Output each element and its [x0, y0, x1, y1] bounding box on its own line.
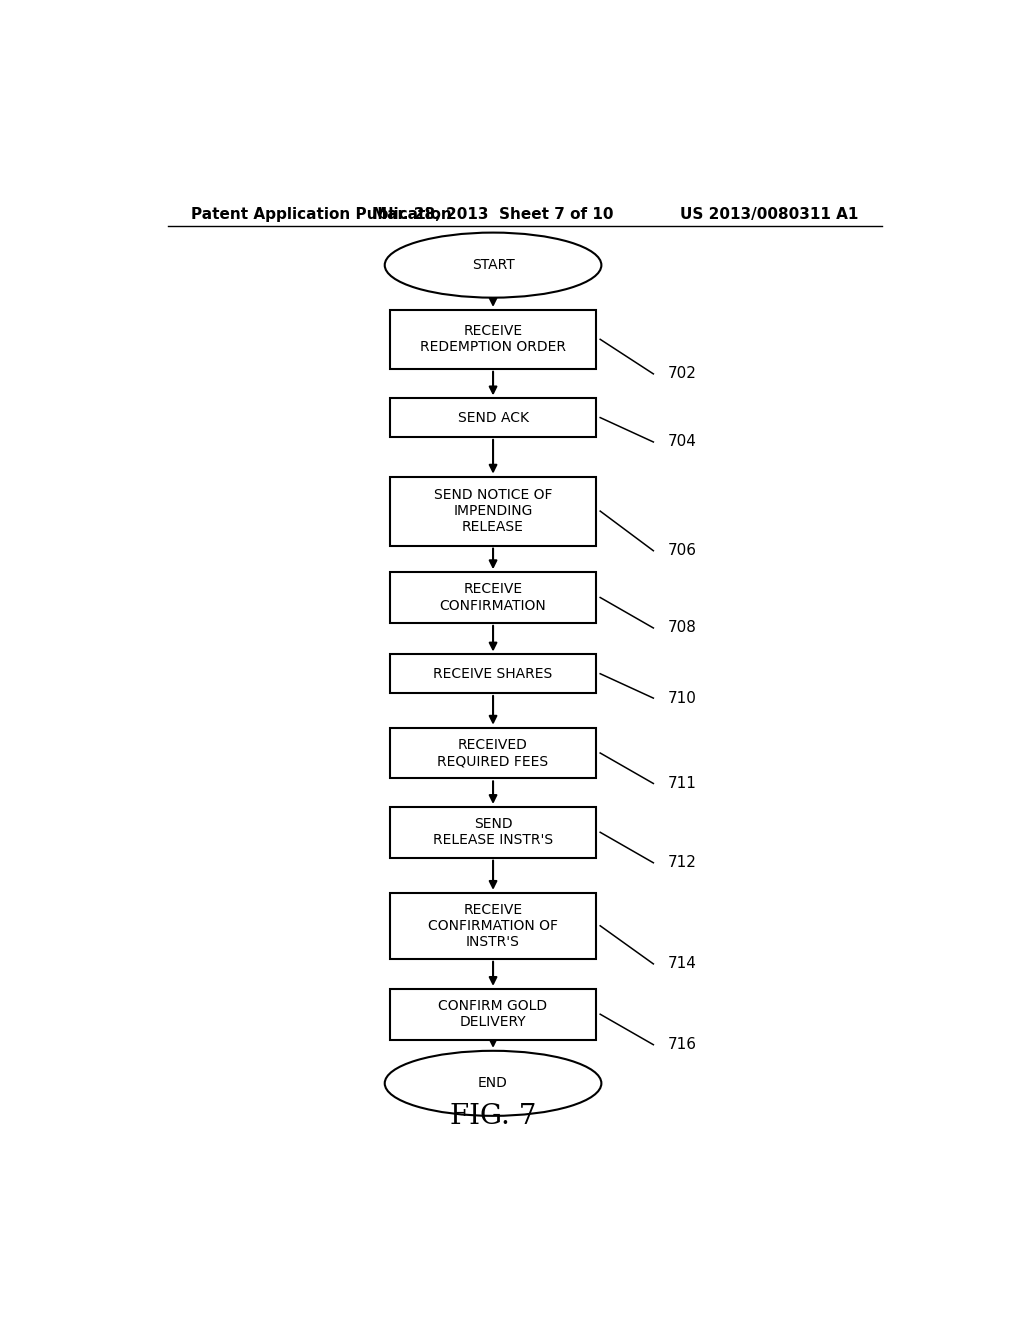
Text: RECEIVE
REDEMPTION ORDER: RECEIVE REDEMPTION ORDER [420, 325, 566, 354]
FancyBboxPatch shape [390, 477, 596, 545]
FancyBboxPatch shape [390, 399, 596, 437]
Text: SEND ACK: SEND ACK [458, 411, 528, 425]
FancyBboxPatch shape [390, 727, 596, 779]
Text: 704: 704 [668, 434, 696, 450]
Text: 706: 706 [668, 544, 696, 558]
Ellipse shape [385, 1051, 601, 1115]
Text: 712: 712 [668, 855, 696, 870]
Text: RECEIVED
REQUIRED FEES: RECEIVED REQUIRED FEES [437, 738, 549, 768]
Text: END: END [478, 1076, 508, 1090]
Text: 710: 710 [668, 690, 696, 706]
Text: 711: 711 [668, 776, 696, 791]
Text: US 2013/0080311 A1: US 2013/0080311 A1 [680, 207, 858, 222]
Text: CONFIRM GOLD
DELIVERY: CONFIRM GOLD DELIVERY [438, 999, 548, 1030]
Text: RECEIVE
CONFIRMATION OF
INSTR'S: RECEIVE CONFIRMATION OF INSTR'S [428, 903, 558, 949]
FancyBboxPatch shape [390, 310, 596, 368]
Text: RECEIVE
CONFIRMATION: RECEIVE CONFIRMATION [439, 582, 547, 612]
Text: SEND NOTICE OF
IMPENDING
RELEASE: SEND NOTICE OF IMPENDING RELEASE [434, 488, 552, 535]
FancyBboxPatch shape [390, 892, 596, 958]
FancyBboxPatch shape [390, 655, 596, 693]
FancyBboxPatch shape [390, 989, 596, 1040]
Text: Patent Application Publication: Patent Application Publication [191, 207, 453, 222]
Text: START: START [472, 259, 514, 272]
Ellipse shape [385, 232, 601, 297]
Text: 714: 714 [668, 957, 696, 972]
Text: 702: 702 [668, 367, 696, 381]
Text: SEND
RELEASE INSTR'S: SEND RELEASE INSTR'S [433, 817, 553, 847]
Text: Mar. 28, 2013  Sheet 7 of 10: Mar. 28, 2013 Sheet 7 of 10 [373, 207, 613, 222]
Text: 708: 708 [668, 620, 696, 635]
FancyBboxPatch shape [390, 572, 596, 623]
Text: RECEIVE SHARES: RECEIVE SHARES [433, 667, 553, 681]
FancyBboxPatch shape [390, 807, 596, 858]
Text: 716: 716 [668, 1038, 696, 1052]
Text: FIG. 7: FIG. 7 [450, 1104, 537, 1130]
